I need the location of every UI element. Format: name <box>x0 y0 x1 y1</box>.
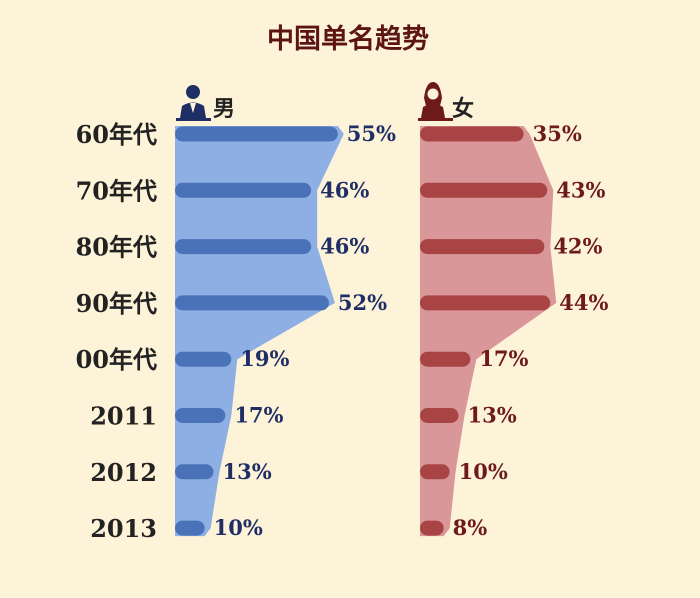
female-value-label: 13% <box>467 403 516 428</box>
legend-female-label: 女 <box>452 96 474 122</box>
male-bar <box>175 351 232 367</box>
male-value-label: 46% <box>320 234 369 259</box>
male-bar <box>175 126 338 142</box>
female-bar <box>420 182 548 198</box>
female-bar <box>420 520 444 536</box>
category-label: 70年代 <box>76 176 157 205</box>
category-label: 90年代 <box>76 289 157 318</box>
male-bar <box>175 295 329 311</box>
male-value-label: 19% <box>240 346 289 371</box>
male-bar <box>175 408 226 423</box>
female-value-label: 10% <box>459 459 508 484</box>
category-label: 80年代 <box>76 233 157 262</box>
male-area <box>175 126 344 537</box>
female-person-icon <box>418 82 453 121</box>
legend-male: 男 <box>176 85 235 122</box>
female-value-label: 44% <box>559 290 608 315</box>
female-bar <box>420 239 545 255</box>
male-bar <box>175 182 312 198</box>
category-label: 2012 <box>90 458 157 487</box>
male-value-label: 13% <box>222 459 271 484</box>
category-label: 00年代 <box>76 345 157 374</box>
category-label: 2013 <box>90 514 157 543</box>
female-bar <box>420 295 551 311</box>
female-bar <box>420 408 459 423</box>
legend-female: 女 <box>418 82 474 122</box>
female-value-label: 35% <box>533 121 582 146</box>
male-bar <box>175 464 214 480</box>
female-area <box>420 126 557 537</box>
male-value-label: 17% <box>234 403 283 428</box>
female-bar <box>420 351 471 367</box>
category-label: 60年代 <box>76 120 157 149</box>
chart-title: 中国单名趋势 <box>267 23 429 55</box>
male-value-label: 55% <box>347 121 396 146</box>
female-value-label: 42% <box>553 234 602 259</box>
male-bar <box>175 239 312 255</box>
male-value-label: 46% <box>320 177 369 202</box>
male-value-label: 10% <box>214 515 263 540</box>
female-bar <box>420 464 450 480</box>
category-label: 2011 <box>90 402 157 431</box>
male-bar <box>175 520 205 536</box>
male-person-icon <box>176 85 211 121</box>
legend-male-label: 男 <box>213 96 235 122</box>
female-value-label: 8% <box>453 515 488 540</box>
female-value-label: 43% <box>556 177 605 202</box>
female-value-label: 17% <box>479 346 528 371</box>
female-bar <box>420 126 524 142</box>
male-value-label: 52% <box>338 290 387 315</box>
